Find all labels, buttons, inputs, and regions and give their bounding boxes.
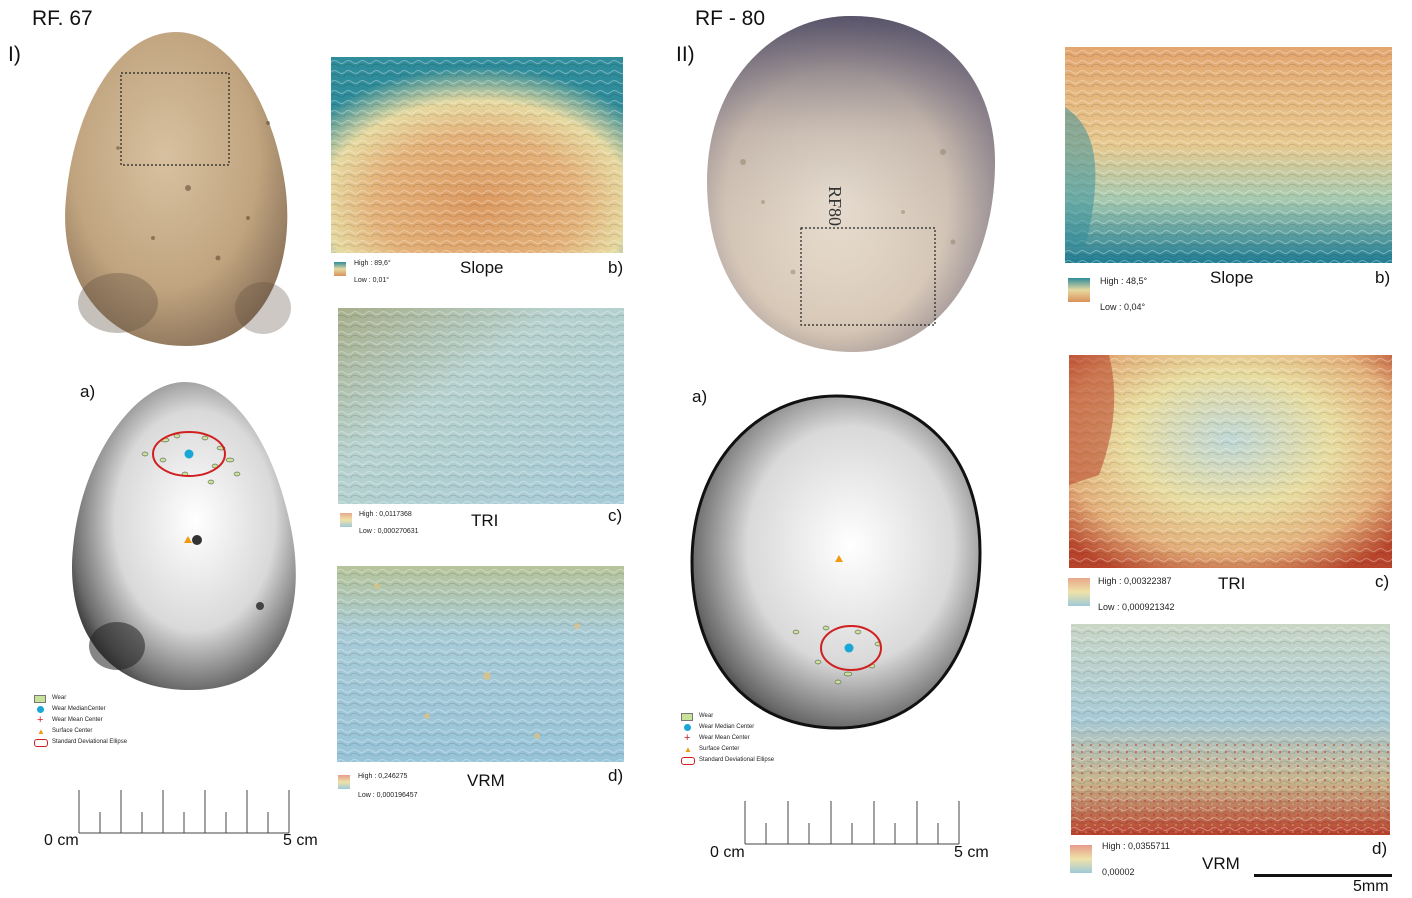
wear-swatch-icon bbox=[681, 713, 693, 721]
right-scale-start: 0 cm bbox=[710, 844, 745, 861]
left-vrm-letter: d) bbox=[608, 766, 624, 785]
right-vrm-map bbox=[1071, 624, 1390, 835]
left-vrm-low: Low : 0,000196457 bbox=[358, 792, 418, 799]
right-pebble-photo: RF80 bbox=[703, 12, 999, 356]
left-specimen-title: RF. 67 bbox=[32, 7, 93, 30]
right-slope-colorbar bbox=[1068, 278, 1090, 302]
legend-label: Surface Center bbox=[699, 746, 740, 752]
plus-icon: + bbox=[684, 732, 691, 744]
left-panel-number: I) bbox=[8, 43, 21, 66]
circle-icon bbox=[37, 706, 44, 713]
left-vrm-title: VRM bbox=[467, 771, 505, 790]
left-model-label: a) bbox=[80, 382, 96, 401]
right-tri-letter: c) bbox=[1375, 572, 1390, 591]
left-slope-title: Slope bbox=[460, 258, 504, 277]
ellipse-icon bbox=[34, 739, 48, 747]
legend-label: Standard Deviational Ellipse bbox=[699, 757, 775, 763]
legend-label: Surface Center bbox=[52, 728, 93, 734]
right-tri-high: High : 0,00322387 bbox=[1098, 576, 1172, 586]
right-slope-map bbox=[1065, 47, 1392, 263]
svg-text:RF80: RF80 bbox=[825, 186, 845, 226]
left-slope-low: Low : 0,01° bbox=[354, 277, 390, 284]
right-scale-ruler bbox=[744, 801, 962, 847]
right-vrm-title: VRM bbox=[1202, 854, 1240, 873]
right-slope-low: Low : 0,04° bbox=[1100, 302, 1146, 312]
legend-label: Wear Mean Center bbox=[699, 735, 750, 741]
left-tri-letter: c) bbox=[608, 506, 623, 525]
triangle-icon: ▲ bbox=[684, 745, 692, 754]
left-scale-end: 5 cm bbox=[283, 832, 318, 849]
right-tri-colorbar bbox=[1068, 578, 1090, 606]
mm-scale-bar bbox=[1254, 874, 1392, 877]
circle-icon bbox=[684, 724, 691, 731]
right-vrm-high: High : 0,0355711 bbox=[1102, 841, 1170, 851]
mm-scale-label: 5mm bbox=[1353, 878, 1389, 895]
left-3d-model bbox=[65, 378, 305, 693]
legend-label: Wear bbox=[699, 713, 714, 719]
right-slope-high: High : 48,5° bbox=[1100, 276, 1148, 286]
left-slope-colorbar bbox=[334, 262, 346, 276]
right-panel-number: II) bbox=[676, 43, 695, 66]
triangle-icon: ▲ bbox=[37, 727, 45, 736]
ellipse-icon bbox=[681, 757, 695, 765]
right-model-label: a) bbox=[692, 387, 708, 406]
right-slope-title: Slope bbox=[1210, 268, 1254, 287]
legend-label: Standard Deviational Ellipse bbox=[52, 739, 128, 745]
left-tri-map bbox=[338, 308, 624, 504]
right-vrm-letter: d) bbox=[1372, 839, 1388, 858]
right-tri-title: TRI bbox=[1218, 574, 1246, 593]
wear-swatch-icon bbox=[34, 695, 46, 703]
plus-icon: + bbox=[37, 714, 44, 726]
legend-label: Wear Median Center bbox=[699, 724, 755, 730]
left-vrm-high: High : 0,246275 bbox=[358, 773, 408, 780]
left-vrm-colorbar bbox=[338, 775, 350, 789]
right-tri-low: Low : 0,000921342 bbox=[1098, 602, 1175, 612]
legend-label: Wear bbox=[52, 695, 67, 701]
left-tri-title: TRI bbox=[471, 511, 499, 530]
left-vrm-map bbox=[337, 566, 624, 762]
legend-label: Wear Mean Center bbox=[52, 717, 103, 723]
right-scale-end: 5 cm bbox=[954, 844, 989, 861]
left-scale-ruler bbox=[78, 790, 292, 836]
left-slope-letter: b) bbox=[608, 258, 624, 277]
left-slope-map bbox=[331, 57, 623, 253]
right-vrm-low: 0,00002 bbox=[1102, 867, 1135, 877]
right-slope-letter: b) bbox=[1375, 268, 1391, 287]
right-3d-model bbox=[688, 392, 984, 732]
left-scale-start: 0 cm bbox=[44, 832, 79, 849]
legend-label: Wear MedianCenter bbox=[52, 706, 106, 712]
right-vrm-colorbar bbox=[1070, 845, 1092, 873]
left-pebble-photo bbox=[58, 28, 294, 348]
left-slope-high: High : 89,6° bbox=[354, 260, 391, 267]
right-tri-map bbox=[1069, 355, 1392, 568]
left-symbol-legend: Wear Wear MedianCenter + Wear Mean Cente… bbox=[34, 694, 184, 750]
left-tri-high: High : 0,0117368 bbox=[359, 511, 412, 518]
right-specimen-title: RF - 80 bbox=[695, 7, 766, 30]
right-symbol-legend: Wear Wear Median Center + Wear Mean Cent… bbox=[681, 712, 831, 768]
left-tri-low: Low : 0,000270631 bbox=[359, 528, 419, 535]
left-tri-colorbar bbox=[340, 513, 352, 527]
